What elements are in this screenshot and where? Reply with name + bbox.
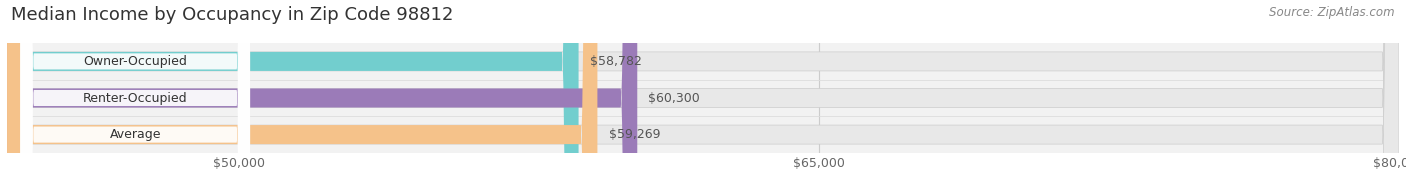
FancyBboxPatch shape [21,0,250,196]
Text: Average: Average [110,128,160,141]
FancyBboxPatch shape [7,0,1399,196]
FancyBboxPatch shape [7,0,598,196]
FancyBboxPatch shape [7,0,1399,196]
FancyBboxPatch shape [7,0,1399,196]
Text: $58,782: $58,782 [589,55,641,68]
Text: Median Income by Occupancy in Zip Code 98812: Median Income by Occupancy in Zip Code 9… [11,6,454,24]
FancyBboxPatch shape [21,0,250,196]
Text: $59,269: $59,269 [609,128,659,141]
FancyBboxPatch shape [7,0,579,196]
FancyBboxPatch shape [21,0,250,196]
Text: Owner-Occupied: Owner-Occupied [83,55,187,68]
Text: Source: ZipAtlas.com: Source: ZipAtlas.com [1270,6,1395,19]
Text: $60,300: $60,300 [648,92,700,104]
Text: Renter-Occupied: Renter-Occupied [83,92,187,104]
FancyBboxPatch shape [7,0,637,196]
